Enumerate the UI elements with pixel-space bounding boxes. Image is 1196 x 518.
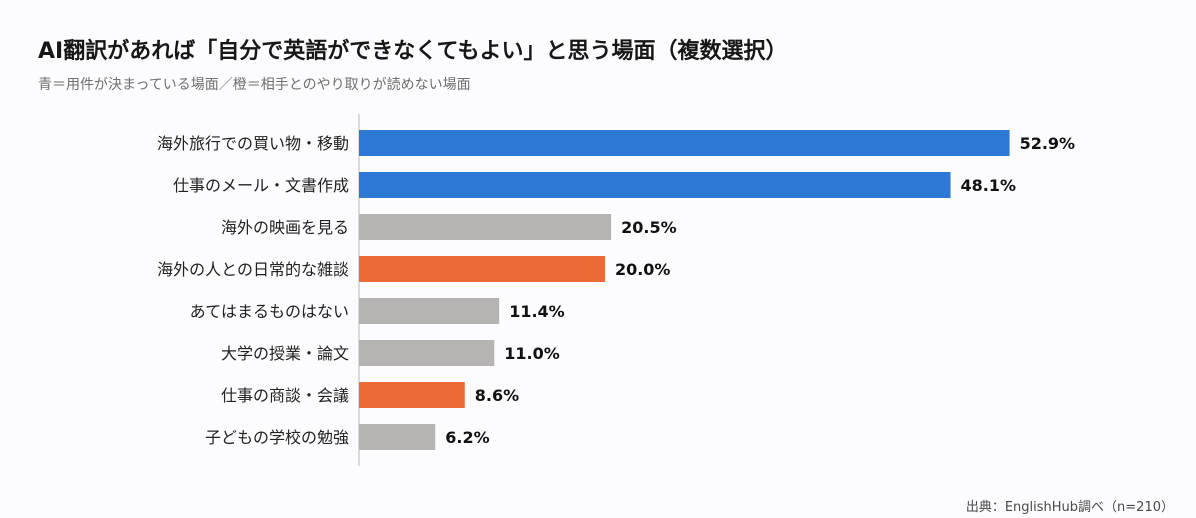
- value-label: 20.0%: [615, 260, 671, 279]
- bar: [359, 298, 500, 324]
- value-label: 6.2%: [445, 428, 489, 447]
- value-label: 11.4%: [509, 302, 565, 321]
- bar: [359, 424, 436, 450]
- value-label: 48.1%: [961, 176, 1017, 195]
- category-label: 仕事のメール・文書作成: [173, 176, 349, 195]
- value-label: 8.6%: [475, 386, 519, 405]
- category-label: 子どもの学校の勉強: [205, 428, 349, 447]
- category-label: 海外旅行での買い物・移動: [157, 134, 349, 153]
- bar: [359, 340, 495, 366]
- bar: [359, 256, 605, 282]
- category-label: 仕事の商談・会議: [221, 386, 349, 405]
- category-label: 大学の授業・論文: [221, 344, 349, 363]
- category-label: 海外の人との日常的な雑談: [157, 260, 349, 279]
- category-label: 海外の映画を見る: [221, 218, 349, 237]
- chart-title: AI翻訳があれば「自分で英語ができなくてもよい」と思う場面（複数選択）: [38, 39, 788, 64]
- value-label: 11.0%: [504, 344, 560, 363]
- chart-subtitle: 青＝用件が決まっている場面／橙＝相手とのやり取りが読めない場面: [38, 77, 471, 93]
- bar: [359, 172, 951, 198]
- bar: [359, 130, 1010, 156]
- bar: [359, 382, 465, 408]
- bar: [359, 214, 612, 240]
- source-note: 出典：EnglishHub調べ（n=210）: [965, 500, 1174, 515]
- value-label: 20.5%: [621, 218, 677, 237]
- category-label: あてはまるものはない: [190, 302, 349, 321]
- value-label: 52.9%: [1020, 134, 1076, 153]
